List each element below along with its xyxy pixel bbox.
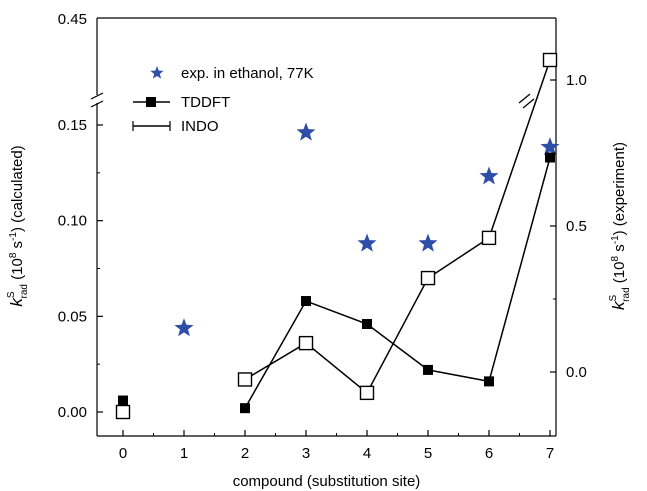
indo-point (298, 335, 314, 351)
left-tick-label: 0.10 (58, 213, 87, 230)
x-tick-label: 3 (302, 445, 310, 462)
left-axis-break-mark (90, 100, 104, 108)
axis-titles: compound (substitution site) kS rad (108 s… (6, 142, 632, 490)
x-tick-label: 6 (485, 445, 493, 462)
legend-star-marker (150, 66, 164, 79)
indo-point (237, 372, 253, 387)
x-tick-label: 1 (180, 445, 188, 462)
right-axis-title: kS rad (108 s-1) (experiment) (608, 142, 632, 310)
indo-point (420, 270, 436, 286)
left-tick-label: 0.15 (58, 117, 87, 134)
x-tick-label: 4 (363, 445, 371, 462)
right-axis-title-text: kS rad (108 s-1) (experiment) (608, 142, 632, 310)
indo-point (481, 230, 497, 246)
left-tick-label: 0.00 (58, 404, 87, 421)
x-axis-title: compound (substitution site) (233, 473, 421, 490)
left-top-tick-label: 0.45 (58, 11, 87, 28)
tddft-point (423, 364, 433, 375)
series-line-tddft (244, 157, 551, 409)
right-tick-label: 0.0 (566, 364, 587, 381)
legend-label-exp: exp. in ethanol, 77K (181, 65, 314, 82)
series-break-mark (518, 93, 531, 104)
legend-label-indo: INDO (181, 118, 219, 135)
indo-point (542, 52, 558, 68)
right-tick-label: 0.5 (566, 218, 587, 235)
series-lines (244, 59, 551, 409)
legend-tddft-marker (146, 97, 156, 107)
series-line-indo (244, 59, 551, 395)
star-point (540, 137, 560, 156)
left-axis-title: kS rad (108 s-1) (calculated) (6, 145, 30, 306)
star-point (174, 318, 194, 337)
tddft-point (301, 296, 311, 307)
tddft-point (362, 318, 372, 329)
left-axis-break-mark (90, 92, 104, 100)
x-tick-label: 2 (241, 445, 249, 462)
star-point (479, 166, 499, 185)
left-axis-title-text: kS rad (108 s-1) (calculated) (6, 145, 30, 306)
indo-point (359, 385, 375, 401)
star-point (418, 233, 438, 252)
tddft-point (240, 403, 250, 414)
left-tick-label: 0.05 (58, 308, 87, 325)
legend-label-tddft: TDDFT (181, 94, 230, 111)
x-tick-label: 0 (119, 445, 127, 462)
tddft-point (545, 152, 555, 163)
x-tick-label: 7 (546, 445, 554, 462)
x-tick-label: 5 (424, 445, 432, 462)
legend: exp. in ethanol, 77K TDDFT INDO (132, 65, 314, 135)
star-point (357, 233, 377, 252)
tddft-point (484, 376, 494, 387)
right-tick-label: 1.0 (566, 72, 587, 89)
star-point (296, 122, 316, 141)
indo-point (115, 404, 131, 420)
series-marks (115, 52, 560, 420)
series-break-mark (522, 98, 535, 109)
tddft-point (118, 395, 128, 406)
axes-layer: 0 1 2 3 4 5 6 7 0.00 0.05 0.10 0.15 0.45 0.0 0.5 1.0 (58, 11, 587, 462)
